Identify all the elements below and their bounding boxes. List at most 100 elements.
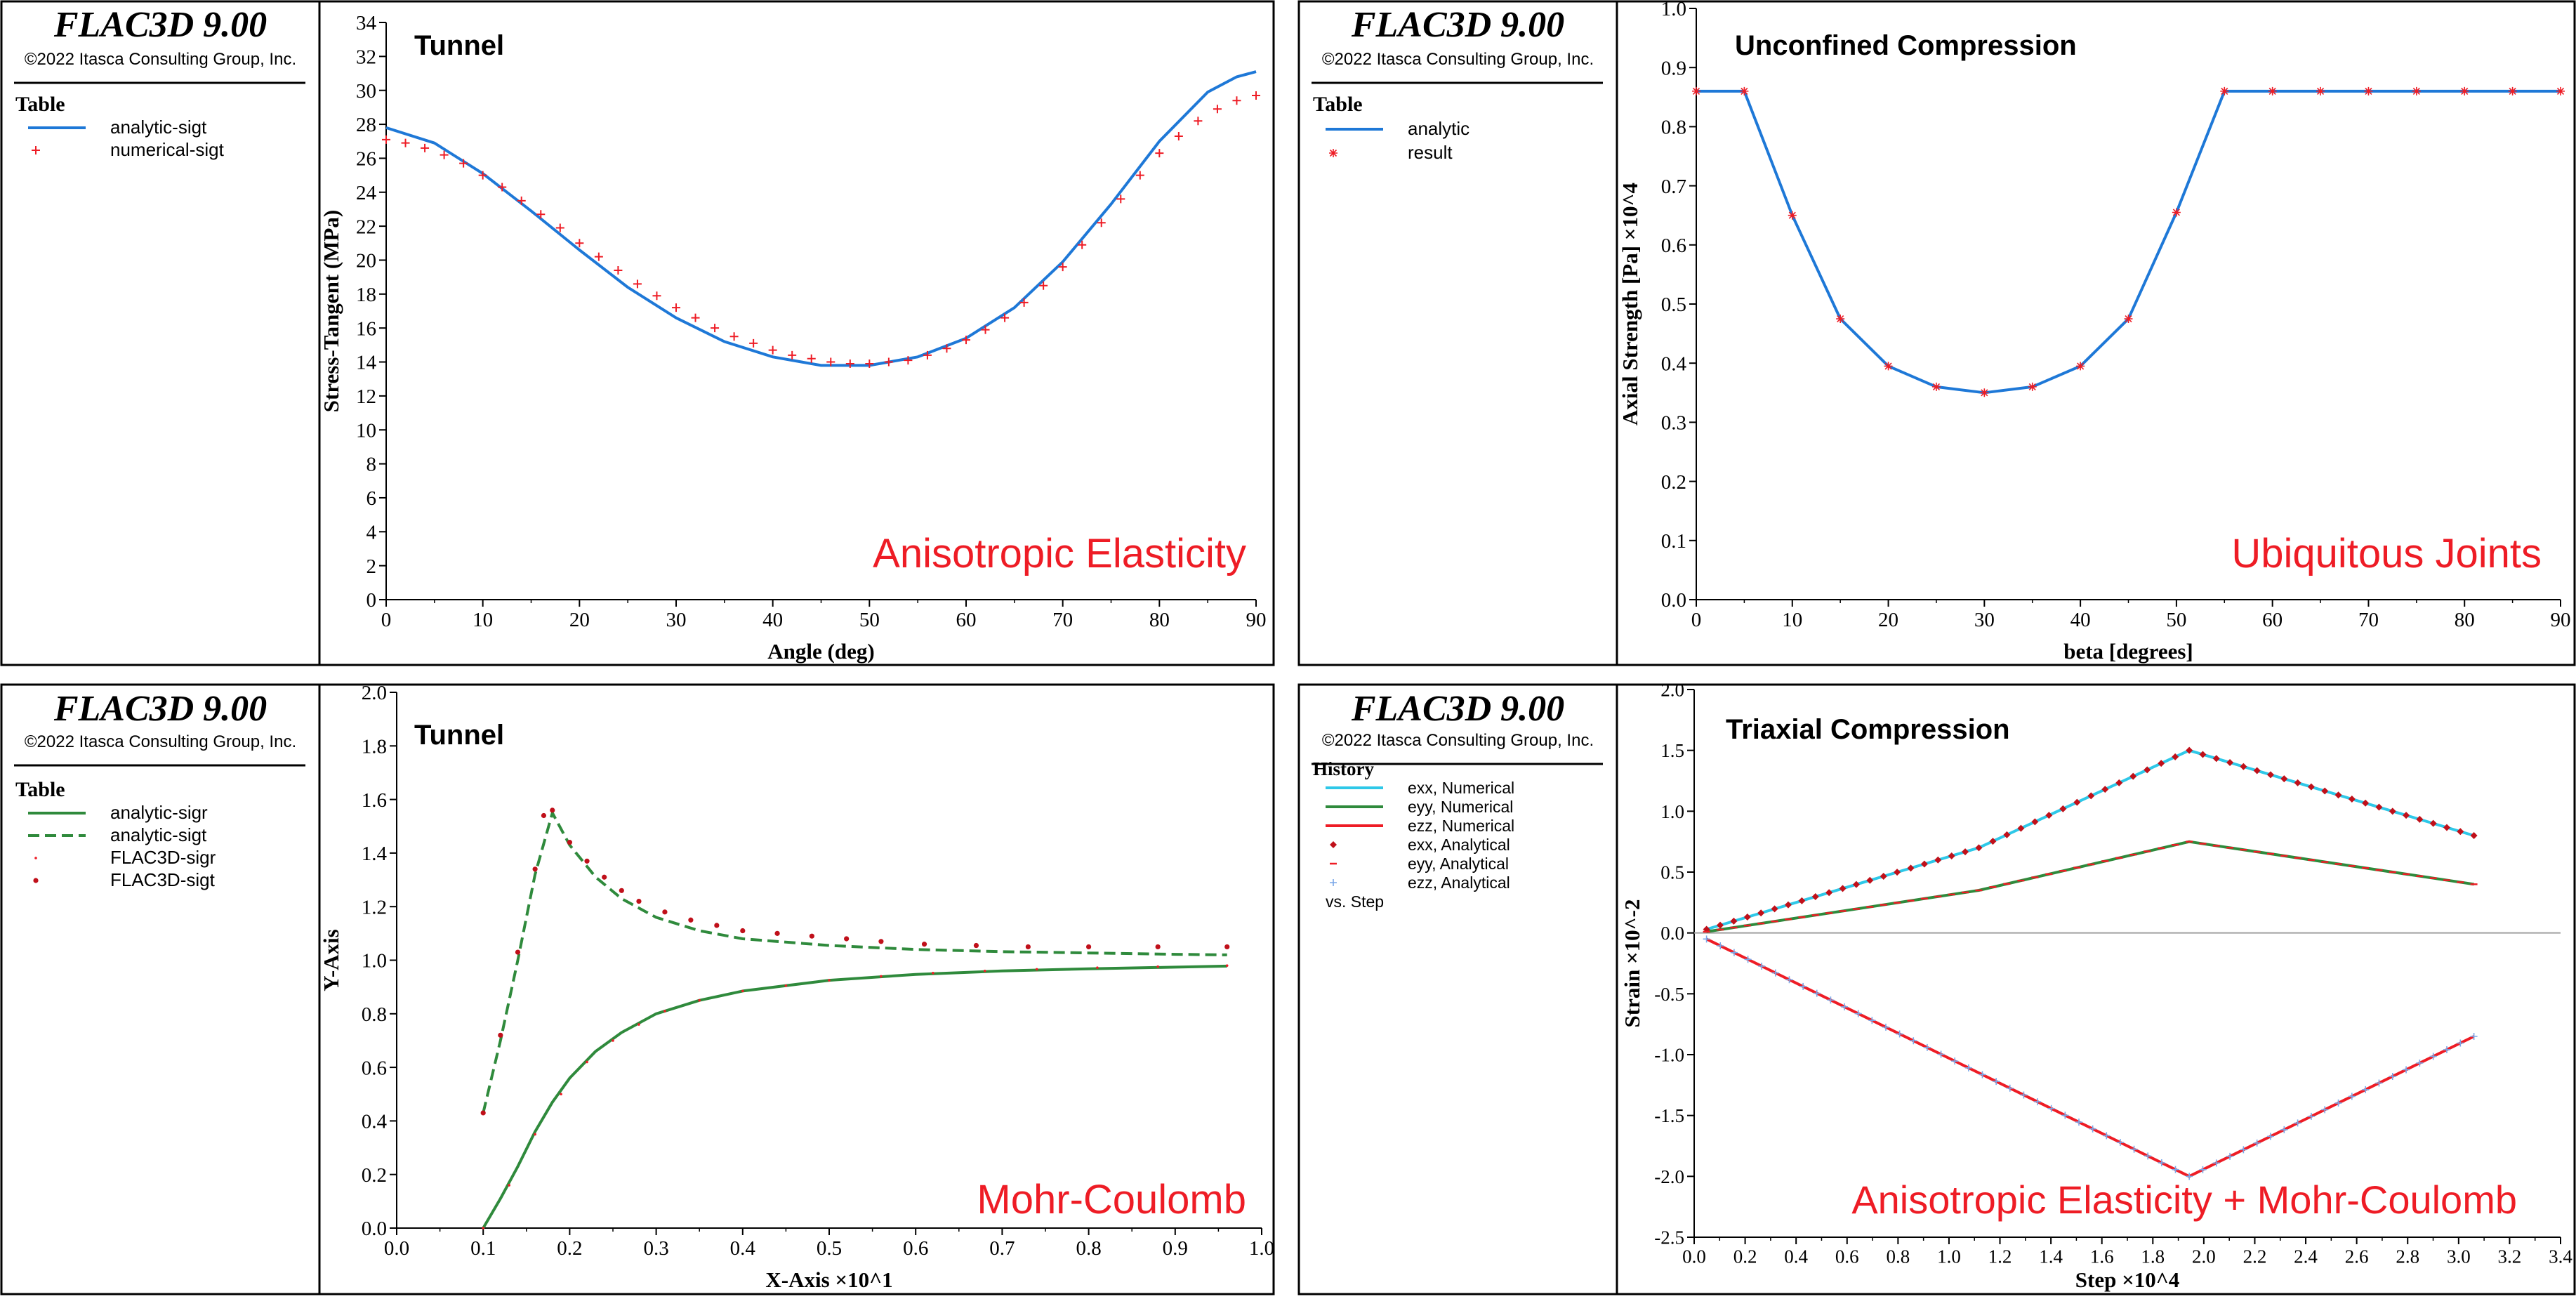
data-point bbox=[1771, 969, 1779, 977]
data-point bbox=[1213, 105, 1222, 114]
y-tick-label: 0.4 bbox=[362, 1111, 388, 1133]
data-point bbox=[740, 928, 746, 934]
data-point bbox=[932, 972, 934, 975]
data-point bbox=[2362, 799, 2370, 807]
data-point bbox=[1058, 263, 1067, 272]
data-point bbox=[2115, 779, 2123, 786]
x-tick-label: 0.0 bbox=[384, 1237, 409, 1260]
data-point bbox=[1743, 914, 1751, 921]
y-tick-label: 1.0 bbox=[1661, 0, 1686, 20]
y-tick-label: -2.0 bbox=[1654, 1166, 1684, 1187]
legend-swatch bbox=[33, 878, 39, 883]
x-tick-label: 0.2 bbox=[557, 1237, 582, 1260]
y-tick-label: 0.6 bbox=[1661, 235, 1686, 257]
x-tick-label: 2.2 bbox=[2243, 1246, 2267, 1267]
data-point bbox=[2061, 1112, 2069, 1119]
data-point bbox=[1907, 864, 1915, 872]
y-tick-label: 2.0 bbox=[362, 682, 387, 704]
data-point bbox=[633, 279, 642, 289]
data-point bbox=[517, 196, 526, 205]
data-point bbox=[1910, 1037, 1917, 1045]
data-point bbox=[2240, 1146, 2247, 1154]
data-point bbox=[1980, 388, 1989, 397]
x-tick-label: 0 bbox=[1691, 609, 1702, 631]
data-point bbox=[983, 969, 986, 972]
data-point bbox=[2294, 1119, 2301, 1127]
data-point bbox=[1811, 893, 1819, 901]
series-analytic-sigr bbox=[482, 964, 1227, 1229]
y-tick-label: 18 bbox=[356, 284, 376, 306]
chart-title: Tunnel bbox=[414, 720, 504, 751]
x-tick-label: 0.8 bbox=[1886, 1246, 1910, 1267]
data-point bbox=[2226, 1152, 2234, 1160]
data-point bbox=[714, 923, 720, 928]
chart-panel-p1: FLAC3D 9.00 ©2022 Itasca Consulting Group… bbox=[0, 0, 1275, 666]
data-point bbox=[1096, 966, 1099, 969]
data-point bbox=[594, 252, 603, 261]
panel-frame bbox=[1297, 0, 2576, 666]
legend-label: exx, Numerical bbox=[1408, 779, 1514, 797]
data-point bbox=[973, 942, 979, 949]
y-tick-label: -1.0 bbox=[1654, 1044, 1684, 1065]
data-point bbox=[2253, 767, 2261, 774]
data-point bbox=[2429, 1053, 2437, 1060]
legend-label: analytic bbox=[1408, 118, 1469, 139]
x-tick-label: 0.8 bbox=[1076, 1237, 1101, 1260]
y-tick-label: 0.8 bbox=[362, 1003, 387, 1026]
data-point bbox=[2307, 783, 2315, 791]
y-tick-label: 20 bbox=[356, 250, 376, 272]
panel-frame bbox=[1297, 683, 2576, 1295]
x-tick-label: 3.4 bbox=[2549, 1246, 2572, 1267]
x-axis-label: beta [degrees] bbox=[2063, 639, 2193, 664]
x-tick-label: 80 bbox=[2455, 609, 2475, 631]
data-point bbox=[612, 1039, 614, 1042]
data-point bbox=[2403, 812, 2410, 819]
data-point bbox=[1920, 860, 1928, 868]
data-point bbox=[2416, 1059, 2424, 1067]
data-point bbox=[749, 338, 758, 348]
data-point bbox=[2362, 1086, 2370, 1093]
data-point bbox=[2034, 1098, 2042, 1106]
y-axis-label: Strain ×10^-2 bbox=[1620, 899, 1644, 1028]
data-point bbox=[2457, 1039, 2464, 1047]
data-point bbox=[880, 975, 883, 978]
x-tick-label: 2.0 bbox=[2192, 1246, 2216, 1267]
data-point bbox=[1964, 1064, 1972, 1071]
y-tick-label: 0.2 bbox=[1661, 471, 1686, 494]
x-tick-label: 60 bbox=[956, 609, 977, 631]
data-point bbox=[2508, 86, 2517, 95]
x-tick-label: 1.6 bbox=[2090, 1246, 2114, 1267]
data-point bbox=[2158, 1159, 2165, 1167]
data-point bbox=[602, 874, 607, 880]
panel-frame bbox=[0, 0, 1275, 666]
chart-panel-p4: FLAC3D 9.00 ©2022 Itasca Consulting Group… bbox=[1297, 679, 2576, 1295]
data-point bbox=[1232, 96, 1241, 105]
data-point bbox=[2075, 1119, 2082, 1126]
data-point bbox=[2470, 1033, 2478, 1040]
data-point bbox=[1035, 968, 1038, 971]
x-tick-label: 1.0 bbox=[1249, 1237, 1274, 1260]
data-point bbox=[2443, 824, 2450, 831]
data-point bbox=[2348, 1093, 2356, 1100]
series-result bbox=[1692, 86, 2565, 397]
x-tick-label: 0.4 bbox=[730, 1237, 756, 1260]
data-point bbox=[2089, 1125, 2096, 1133]
y-tick-label: 0.9 bbox=[1661, 57, 1686, 79]
y-tick-label: 0.8 bbox=[1661, 117, 1686, 139]
series-flac3d-sigr bbox=[482, 964, 1229, 1229]
x-tick-label: 70 bbox=[2358, 609, 2379, 631]
chart-panel-p3: FLAC3D 9.00 ©2022 Itasca Consulting Group… bbox=[0, 682, 1275, 1295]
data-point bbox=[2020, 1091, 2028, 1099]
data-point bbox=[1962, 848, 1969, 856]
data-point bbox=[1825, 889, 1833, 897]
y-tick-label: 0.0 bbox=[362, 1218, 387, 1240]
data-point bbox=[1937, 1050, 1945, 1058]
y-tick-label: -1.5 bbox=[1654, 1105, 1684, 1126]
data-point bbox=[1951, 1057, 1959, 1065]
x-tick-label: 1.4 bbox=[2039, 1246, 2063, 1267]
data-point bbox=[2412, 86, 2421, 95]
x-tick-label: 0.3 bbox=[643, 1237, 668, 1260]
data-point bbox=[865, 359, 874, 368]
data-point bbox=[619, 888, 624, 893]
data-point bbox=[2144, 766, 2151, 774]
